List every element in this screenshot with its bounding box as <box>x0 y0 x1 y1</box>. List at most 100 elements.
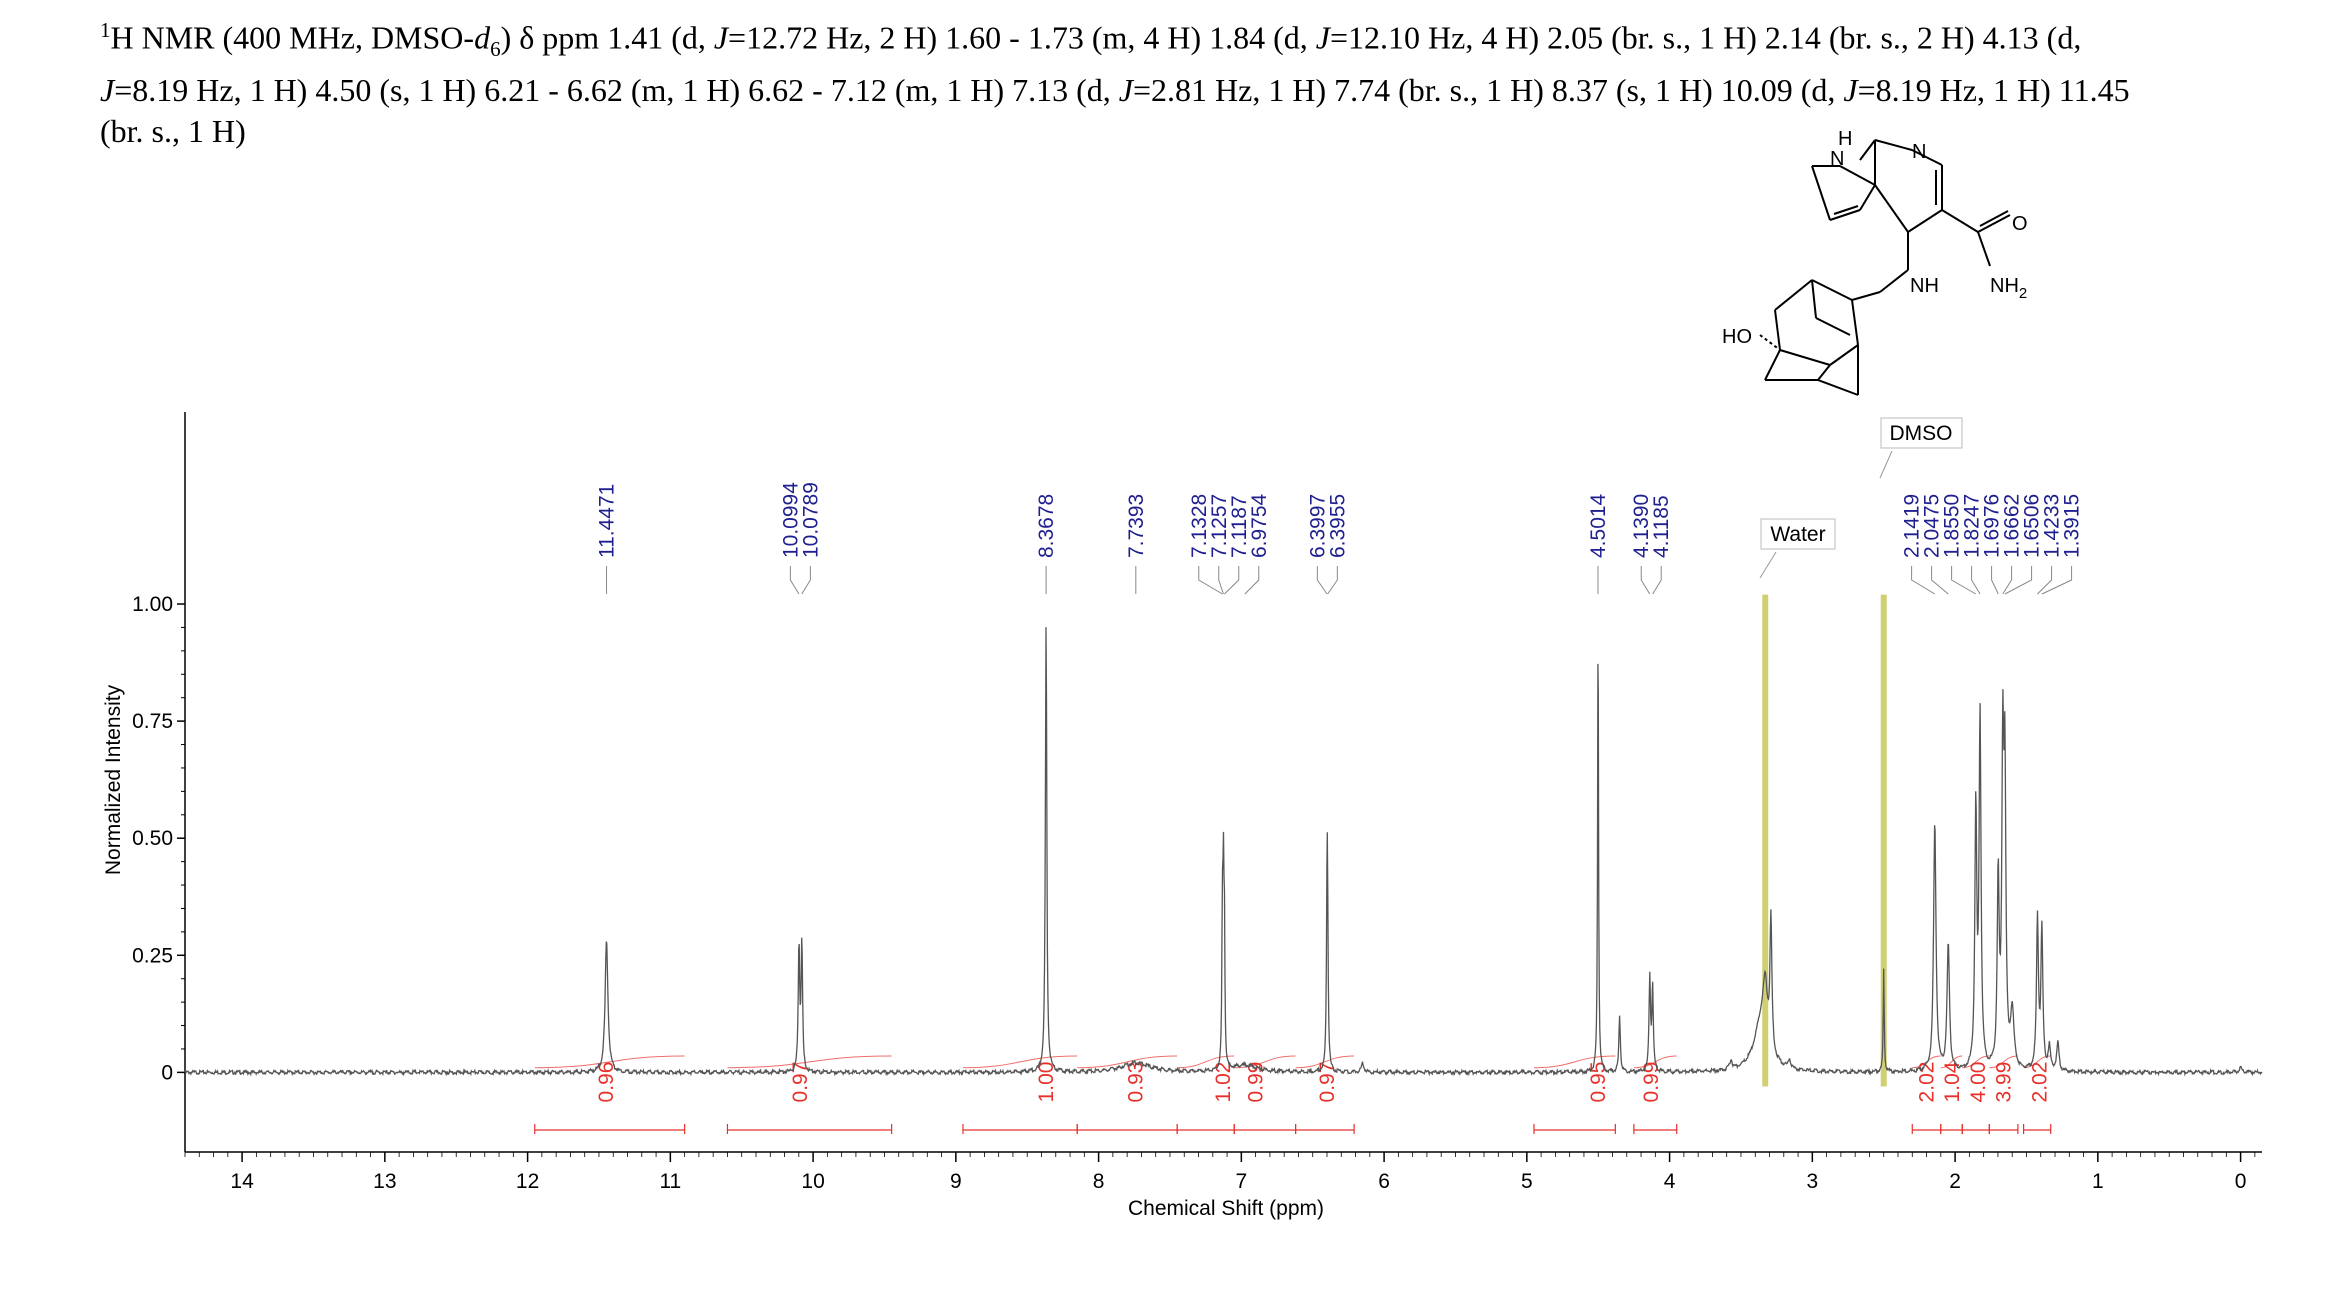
peak-label-leader <box>1971 566 1981 595</box>
mol-atom-o: O <box>2012 213 2028 235</box>
peak-label-leader <box>2037 566 2053 595</box>
integral-curve <box>1533 1055 1616 1069</box>
peak-label: 6.9754 <box>1248 493 1271 558</box>
peak-label: 6.3955 <box>1326 494 1349 558</box>
peak-label: 4.5014 <box>1587 493 1610 558</box>
mol-atom-n1: N <box>1830 148 1844 170</box>
x-tick-label: 5 <box>1521 1170 1533 1193</box>
peak-label: 8.3678 <box>1035 494 1058 558</box>
peak-label-leader <box>2004 566 2033 595</box>
integral-curve <box>534 1055 685 1069</box>
peak-label: 4.1390 <box>1630 494 1653 558</box>
peak-label: 4.1185 <box>1650 495 1673 558</box>
header-j4: J <box>1118 72 1133 109</box>
y-tick-label: 0.75 <box>132 710 173 733</box>
peak-label-leader <box>1316 566 1328 595</box>
header-text-1c: =12.72 Hz, 2 H) 1.60 - 1.73 (m, 4 H) 1.8… <box>728 19 1316 56</box>
peak-label: 1.6506 <box>2021 494 2044 558</box>
molecule-structure: H N N O NH2 NH HO <box>1722 128 2028 396</box>
dmso-annotation: DMSO <box>1890 422 1953 445</box>
mol-atom-n2: N <box>1912 141 1926 163</box>
water-annotation: Water <box>1770 523 1825 546</box>
peak-label: 7.1257 <box>1208 494 1231 558</box>
integral-curve <box>1077 1055 1178 1069</box>
integral-curve <box>1234 1055 1296 1069</box>
peak-label-leader <box>1652 566 1662 595</box>
header-j5: J <box>1843 72 1858 109</box>
integral-value: 1.04 <box>1941 1061 1964 1102</box>
integral-curve <box>962 1055 1078 1069</box>
peak-label-leader <box>801 566 811 595</box>
nmr-description: 1H NMR (400 MHz, DMSO-d6) δ ppm 1.41 (d,… <box>100 10 2280 152</box>
integral-curve <box>1940 1055 1963 1069</box>
x-tick-label: 6 <box>1378 1170 1390 1193</box>
peak-label: 7.1187 <box>1228 495 1251 558</box>
water-annotation-box <box>1760 518 1836 550</box>
header-text-2a: =8.19 Hz, 1 H) 4.50 (s, 1 H) 6.21 - 6.62… <box>114 72 1119 109</box>
x-axis-title: Chemical Shift (ppm) <box>1128 1197 1324 1220</box>
peak-label: 7.1328 <box>1188 494 1211 558</box>
header-j2: J <box>1315 19 1330 56</box>
x-tick-label: 0 <box>2235 1170 2247 1193</box>
peak-label-leader <box>789 566 800 595</box>
integral-value: 0.99 <box>1640 1062 1663 1103</box>
peak-label: 10.0789 <box>799 482 822 558</box>
header-italic-d: d <box>474 19 491 56</box>
integral-value: 2.02 <box>1916 1062 1939 1103</box>
integral-value: 3.99 <box>1993 1062 2016 1103</box>
x-tick-label: 2 <box>1949 1170 1961 1193</box>
peak-label: 1.3915 <box>2061 494 2084 558</box>
peak-label-leader <box>1224 566 1240 595</box>
integral-regions: 0.96 0.97 1.00 0.93 1.02 0.99 0.97 0.95 0.99 2.02… <box>534 1055 2052 1134</box>
peak-label: 6.3997 <box>1306 494 1329 558</box>
peak-label-leader <box>2002 566 2013 595</box>
water-annotation-leader <box>1759 551 1777 579</box>
peak-label: 1.4233 <box>2041 494 2064 558</box>
nucleus-superscript: 1 <box>100 18 111 42</box>
integral-value: 0.99 <box>1245 1062 1268 1103</box>
x-tick-label: 13 <box>373 1170 396 1193</box>
x-tick-label: 11 <box>659 1170 681 1193</box>
integral-value: 1.00 <box>1035 1062 1058 1103</box>
x-tick-label: 14 <box>230 1170 254 1193</box>
x-tick-label: 3 <box>1806 1170 1818 1193</box>
mol-nh2-text: NH <box>1990 275 2019 297</box>
integral-value: 0.95 <box>1587 1062 1610 1103</box>
x-tick-label: 8 <box>1093 1170 1105 1193</box>
y-tick-label: 0.50 <box>132 827 173 850</box>
peak-label: 1.6976 <box>1981 494 2004 558</box>
dmso-annotation-leader <box>1879 450 1893 479</box>
mol-atom-nh: NH <box>1910 275 1939 297</box>
peak-label-leader <box>1244 566 1260 595</box>
peak-label-leader <box>1991 566 1999 595</box>
solvent-bands <box>1762 594 1887 1087</box>
peak-label-leader <box>1640 566 1651 595</box>
peak-label-leader <box>1218 566 1224 595</box>
header-text-2c: =8.19 Hz, 1 H) 11.45 <box>1857 72 2130 109</box>
mol-atom-nh2: NH2 <box>1990 275 2027 302</box>
peak-label-leader <box>1911 566 1936 595</box>
y-tick-label: 1.00 <box>132 593 173 616</box>
peak-label: 2.1419 <box>1901 494 1924 558</box>
integral-value: 0.97 <box>789 1062 812 1103</box>
x-tick-label: 7 <box>1235 1170 1247 1193</box>
mol-atom-ho: HO <box>1722 326 1752 348</box>
peak-label: 1.8247 <box>1961 494 1984 558</box>
integral-curve <box>727 1055 892 1069</box>
peak-label: 2.0475 <box>1921 494 1944 558</box>
solvent-band <box>1880 594 1887 1087</box>
peak-label-leader <box>1327 566 1338 595</box>
peak-label-leader <box>1931 566 1949 595</box>
peak-label: 1.6662 <box>2001 494 2024 558</box>
integral-curve <box>1295 1055 1355 1069</box>
integral-value: 0.93 <box>1125 1062 1148 1103</box>
y-axis-ticks: 0 0.25 0.50 0.75 1.00 <box>132 593 185 1084</box>
integral-value: 1.02 <box>1212 1062 1235 1103</box>
peak-label-leader <box>2041 566 2073 595</box>
peak-label: 7.7393 <box>1125 494 1148 558</box>
integral-value: 0.96 <box>595 1062 618 1103</box>
peak-label: 11.4471 <box>596 484 619 558</box>
peak-label-leader <box>1951 566 1977 595</box>
